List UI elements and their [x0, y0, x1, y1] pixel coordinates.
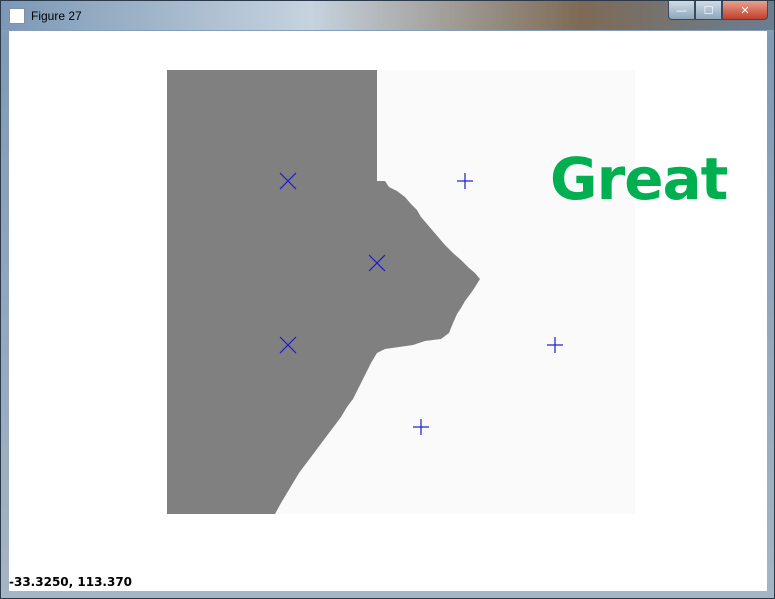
plus-marker-1	[547, 337, 563, 353]
decision-region-plot	[167, 70, 635, 514]
title-bar[interactable]: Figure 27 — ☐ ✕	[1, 1, 774, 30]
figure-canvas[interactable]: Great -33.3250, 113.370	[9, 31, 767, 591]
minimize-icon: —	[676, 3, 687, 17]
x-marker-0	[279, 172, 297, 190]
window-controls: — ☐ ✕	[668, 1, 768, 21]
maximize-button[interactable]: ☐	[695, 1, 722, 20]
result-annotation: Great	[550, 145, 728, 213]
figure-app-icon	[9, 8, 25, 24]
close-button[interactable]: ✕	[722, 1, 768, 20]
cursor-coordinates: -33.3250, 113.370	[9, 575, 133, 589]
close-icon: ✕	[740, 3, 750, 17]
x-marker-2	[279, 336, 297, 354]
minimize-button[interactable]: —	[668, 1, 695, 20]
negative-region	[167, 70, 480, 514]
plus-marker-2	[413, 419, 429, 435]
window-title: Figure 27	[31, 9, 82, 23]
plus-marker-0	[457, 173, 473, 189]
maximize-icon: ☐	[703, 3, 714, 17]
x-marker-1	[368, 254, 386, 272]
